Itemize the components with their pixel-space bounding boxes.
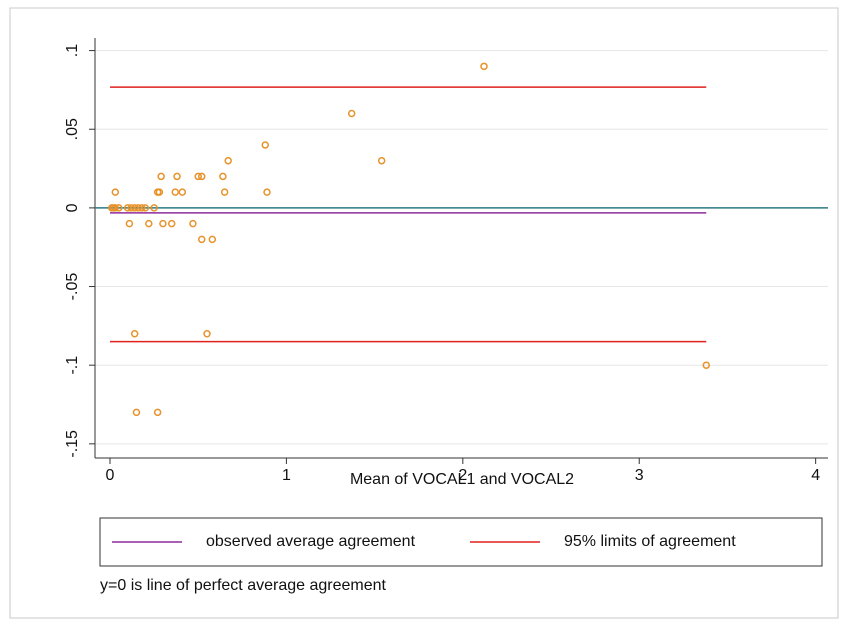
legend-label: 95% limits of agreement	[564, 533, 736, 550]
point	[377, 156, 386, 165]
point	[173, 172, 181, 181]
point	[178, 188, 187, 196]
point	[702, 361, 711, 369]
point	[150, 204, 158, 212]
y-tick-label: -.05	[64, 273, 81, 301]
point	[171, 188, 180, 196]
point	[194, 172, 202, 181]
point	[208, 235, 217, 244]
point	[125, 219, 134, 228]
legend-label: observed average agreement	[206, 533, 416, 550]
point	[263, 188, 271, 196]
x-tick-label: 2	[458, 467, 467, 484]
point	[137, 204, 146, 212]
point	[111, 188, 120, 196]
x-tick-label: 1	[282, 467, 291, 484]
note: y=0 is line of perfect average agreement	[100, 577, 387, 594]
point	[130, 204, 139, 212]
point	[130, 329, 139, 338]
point	[347, 109, 356, 118]
point	[224, 156, 232, 165]
point	[145, 219, 153, 228]
legend	[99, 517, 823, 567]
point	[220, 188, 229, 196]
point	[123, 204, 132, 212]
point	[203, 329, 211, 338]
point	[111, 204, 120, 212]
x-tick-label: 3	[635, 467, 644, 484]
point	[157, 172, 165, 181]
y-tick-label: .1	[64, 44, 81, 57]
plot-area	[95, 38, 828, 458]
point	[261, 141, 269, 149]
point	[219, 172, 227, 181]
point	[480, 62, 488, 71]
point	[197, 235, 206, 244]
point	[132, 408, 141, 417]
y-tick-label: -.15	[64, 430, 81, 458]
point	[167, 219, 176, 228]
point	[115, 204, 123, 212]
x-tick-label: 0	[106, 467, 115, 484]
point	[127, 204, 135, 212]
y-tick-label: .05	[64, 118, 81, 140]
point	[159, 219, 167, 228]
point	[189, 219, 197, 228]
x-tick-label: 4	[811, 467, 820, 484]
point	[153, 188, 162, 196]
y-tick-label: -.1	[64, 356, 81, 375]
point	[197, 172, 206, 181]
x-axis-title: Mean of VOCAL1 and VOCAL2	[350, 471, 574, 488]
point	[141, 204, 150, 212]
point	[134, 204, 142, 212]
y-tick-label: 0	[64, 203, 81, 212]
point	[153, 408, 162, 417]
